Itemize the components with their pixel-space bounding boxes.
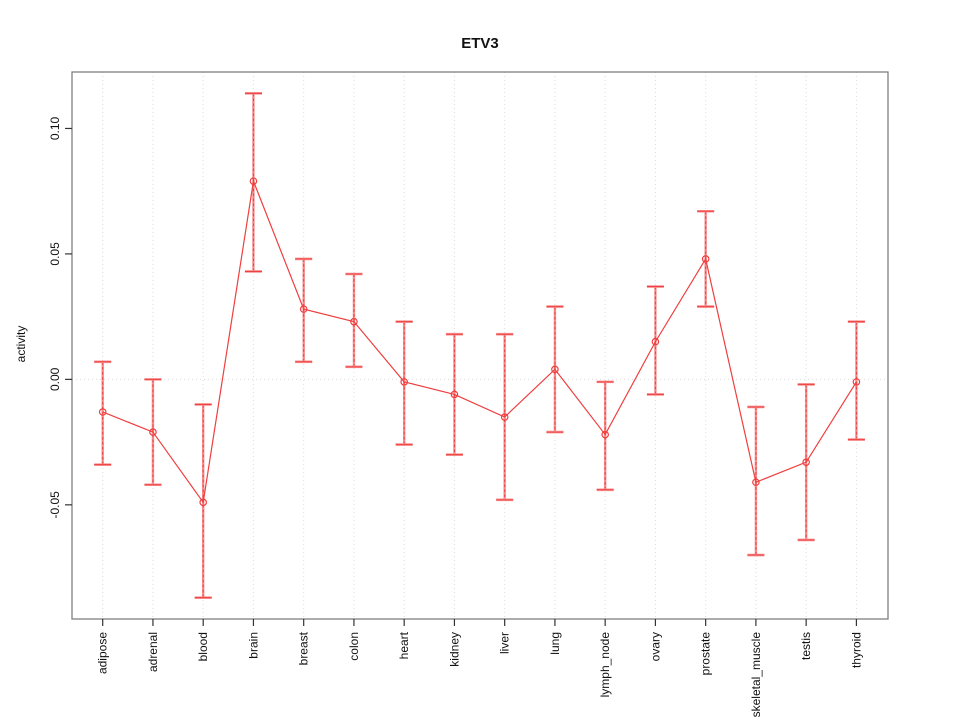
plot-area: -0.05 0.00 0.05 0.10 adipose adrenal blood brai… (48, 71, 889, 718)
y-axis-label: activity (14, 326, 28, 363)
data-point-skeletal_muscle (752, 478, 760, 487)
data-point-testis (802, 458, 810, 466)
x-tick-label-adrenal: adrenal (146, 632, 160, 672)
data-point-adipose (98, 408, 107, 416)
x-tick-label-testis: testis (799, 632, 813, 660)
data-point-lung (551, 365, 559, 374)
y-tick-label-0.05: 0.05 (48, 242, 62, 266)
x-tick-label-heart: heart (397, 631, 411, 659)
y-tick-label-0.00: 0.00 (48, 367, 62, 391)
data-point-breast (299, 305, 308, 313)
x-tick-label-brain: brain (246, 632, 260, 659)
x-tick-label-colon: colon (347, 632, 361, 661)
plot-frame (71, 71, 889, 620)
chart-title: ETV3 (461, 35, 499, 52)
data-point-blood (199, 498, 207, 507)
data-point-thyroid (852, 378, 861, 386)
x-tick-label-lung: lung (548, 632, 562, 655)
y-tick-label-0.10: 0.10 (48, 116, 62, 140)
data-point-prostate (701, 255, 710, 263)
x-tick-label-ovary: ovary (648, 632, 662, 661)
x-tick-label-liver: liver (498, 632, 512, 654)
data-point-colon (350, 317, 358, 326)
x-tick-label-adipose: adipose (96, 632, 110, 674)
series-line (102, 178, 857, 504)
x-tick-label-lymph_node: lymph_node (598, 632, 612, 698)
y-tick-label--0.05: -0.05 (48, 491, 62, 519)
x-tick-label-blood: blood (196, 632, 210, 661)
data-point-kidney (450, 390, 459, 399)
data-point-ovary (651, 337, 660, 346)
data-point-lymph_node (601, 430, 609, 439)
x-tick-label-breast: breast (297, 631, 311, 665)
data-point-adrenal (149, 428, 157, 436)
x-tick-label-skeletal_muscle: skeletal_muscle (749, 632, 763, 718)
x-tick-label-prostate: prostate (699, 632, 713, 676)
data-point-heart (400, 378, 408, 386)
data-point-liver (500, 413, 509, 421)
x-tick-label-kidney: kidney (447, 632, 461, 667)
x-tick-label-thyroid: thyroid (849, 632, 863, 668)
data-point-brain (249, 177, 258, 185)
